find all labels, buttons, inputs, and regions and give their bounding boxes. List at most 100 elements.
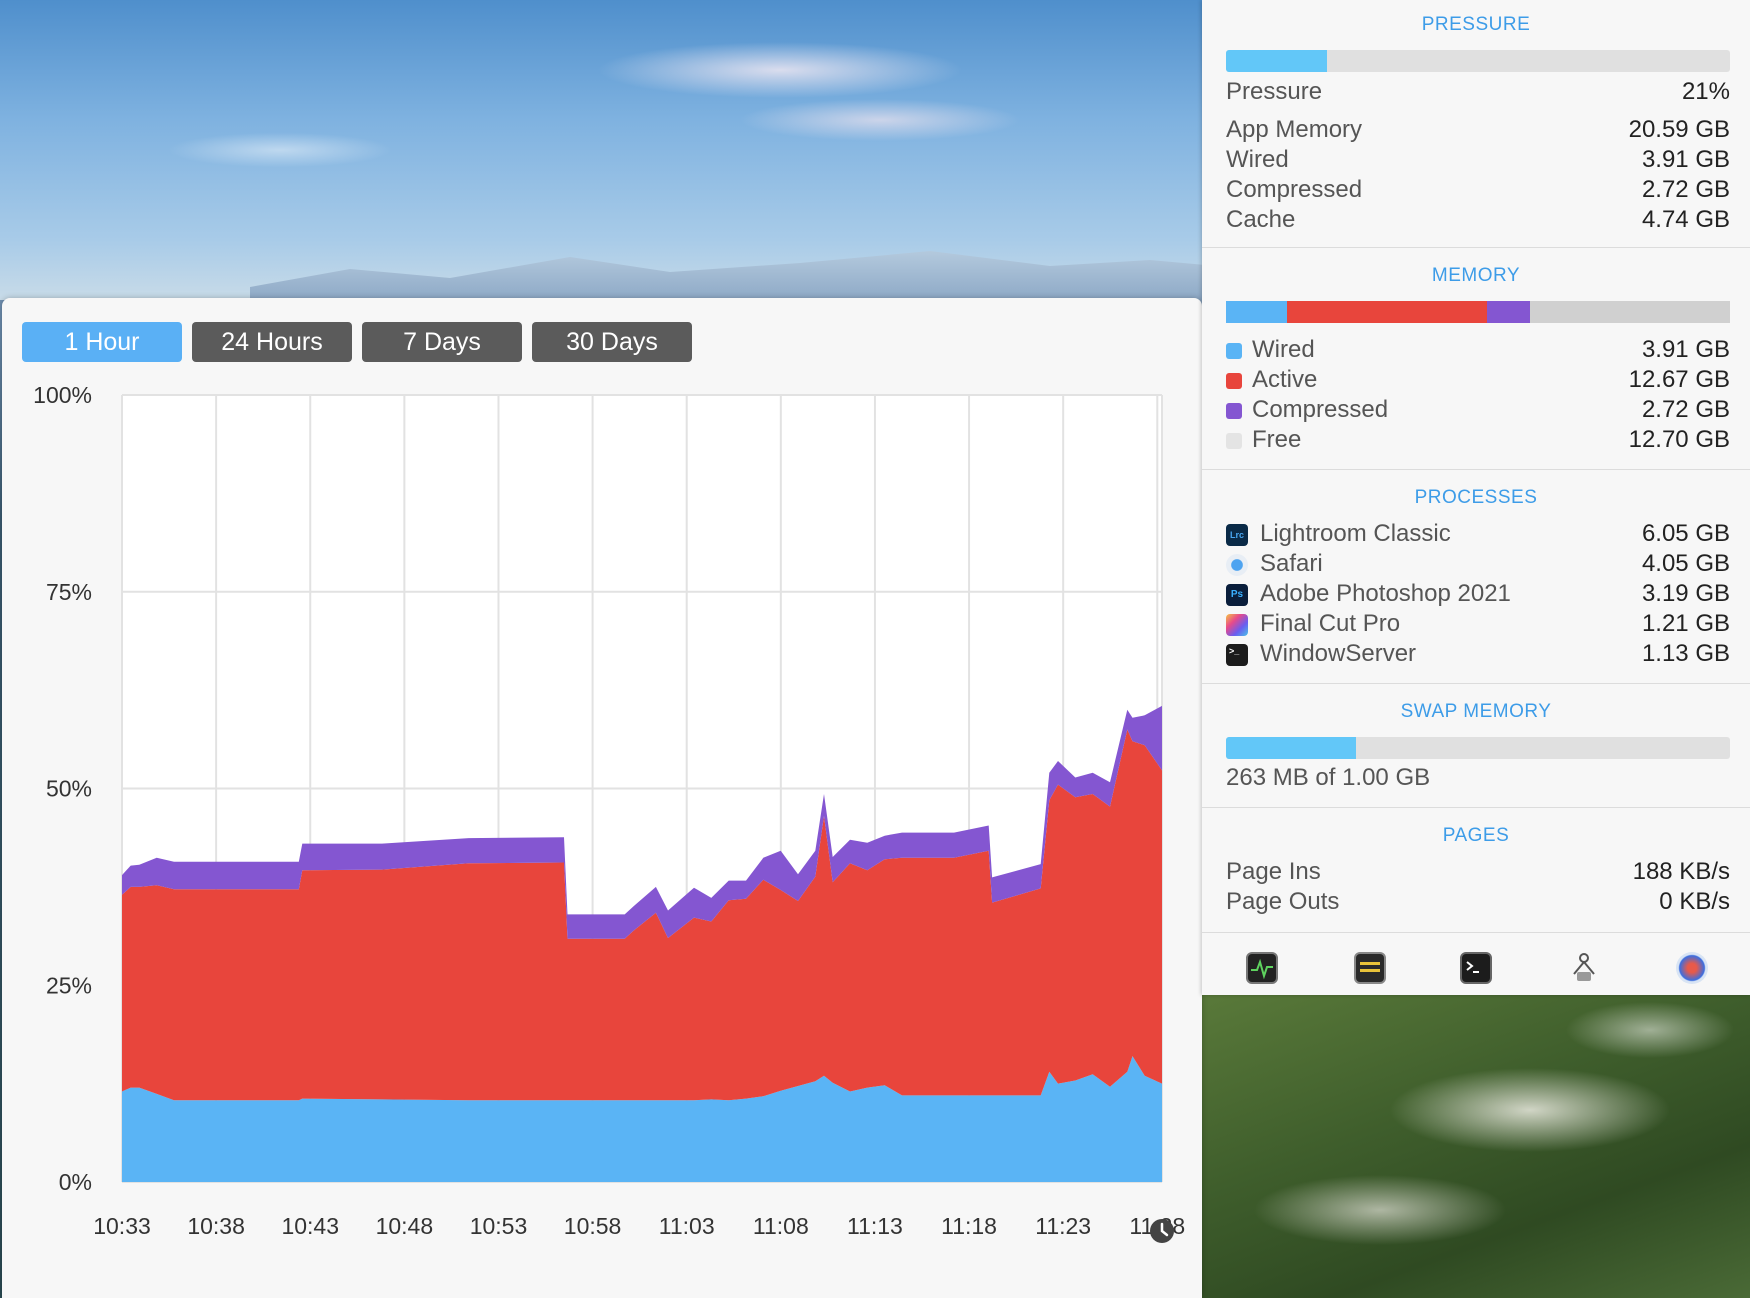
compressed-value: 2.72 GB: [1641, 176, 1730, 203]
wired-row: Wired 3.91 GB: [1226, 146, 1730, 176]
process-name: Adobe Photoshop 2021: [1260, 580, 1511, 607]
x-tick-label: 10:38: [187, 1213, 245, 1239]
memory-active-label: Active: [1252, 366, 1318, 393]
swap-usage-text: 263 MB of 1.00 GB: [1226, 764, 1431, 791]
range-1-hour-button[interactable]: 1 Hour: [22, 322, 182, 362]
x-tick-label: 11:03: [659, 1213, 715, 1239]
desktop-wallpaper-valley: [1200, 990, 1750, 1298]
memory-compressed-value: 2.72 GB: [1641, 396, 1730, 423]
swap-usage-row: 263 MB of 1.00 GB: [1226, 764, 1730, 794]
process-row-safari[interactable]: Safari 4.05 GB: [1226, 550, 1730, 580]
x-tick-label: 10:48: [376, 1213, 434, 1239]
memory-wired-row: Wired 3.91 GB: [1226, 336, 1730, 366]
divider: [1202, 469, 1750, 470]
x-tick-label: 10:43: [281, 1213, 339, 1239]
range-30-days-button[interactable]: 30 Days: [532, 322, 692, 362]
memory-compressed-label: Compressed: [1252, 396, 1389, 423]
pressure-bar: [1226, 50, 1730, 72]
memory-segment-wired: [1226, 301, 1288, 323]
process-row-windowserver[interactable]: >_ WindowServer 1.13 GB: [1226, 640, 1730, 670]
page-ins-row: Page Ins 188 KB/s: [1226, 858, 1730, 888]
process-row-final-cut-pro[interactable]: Final Cut Pro 1.21 GB: [1226, 610, 1730, 640]
pressure-value: 21%: [1681, 78, 1730, 105]
compressed-row: Compressed 2.72 GB: [1226, 176, 1730, 206]
wired-value: 3.91 GB: [1641, 146, 1730, 173]
memory-free-value: 12.70 GB: [1628, 426, 1730, 453]
process-memory: 3.19 GB: [1641, 580, 1730, 607]
memory-segment-active: [1287, 301, 1488, 323]
memory-segment-free: [1529, 301, 1730, 323]
terminal-icon[interactable]: [1460, 952, 1492, 984]
divider: [1202, 683, 1750, 684]
photoshop-icon: Ps: [1226, 584, 1248, 606]
swap-bar: [1226, 737, 1730, 759]
process-row-lightroom[interactable]: Lrc Lightroom Classic 6.05 GB: [1226, 520, 1730, 550]
wired-swatch: [1226, 343, 1242, 359]
range-24-hours-button[interactable]: 24 Hours: [192, 322, 352, 362]
process-name: Safari: [1260, 550, 1323, 577]
swap-section-title: SWAP MEMORY: [1400, 701, 1552, 722]
page-outs-label: Page Outs: [1226, 888, 1340, 915]
memory-segment-compressed: [1487, 301, 1530, 323]
area-series-0: [122, 1056, 1162, 1182]
memory-graph-window: 1 Hour 24 Hours 7 Days 30 Days 10:33 10:3…: [2, 298, 1202, 1298]
app-memory-label: App Memory: [1226, 116, 1363, 143]
system-information-icon[interactable]: [1568, 952, 1600, 984]
activity-monitor-icon[interactable]: [1246, 952, 1278, 984]
y-tick-label: 75%: [46, 579, 92, 605]
pressure-label: Pressure: [1226, 78, 1323, 105]
process-memory: 1.13 GB: [1641, 640, 1730, 667]
process-name: Lightroom Classic: [1260, 520, 1451, 547]
memory-usage-bar: [1226, 301, 1730, 323]
process-memory: 4.05 GB: [1641, 550, 1730, 577]
x-tick-label: 10:58: [564, 1213, 622, 1239]
free-swatch: [1226, 433, 1242, 449]
process-name: Final Cut Pro: [1260, 610, 1401, 637]
memory-free-row: Free 12.70 GB: [1226, 426, 1730, 456]
x-tick-label: 11:23: [1035, 1213, 1091, 1239]
app-memory-row: App Memory 20.59 GB: [1226, 116, 1730, 146]
area-series-1: [122, 729, 1162, 1101]
page-ins-value: 188 KB/s: [1632, 858, 1730, 885]
memory-section-title: MEMORY: [1431, 265, 1521, 286]
range-7-days-button[interactable]: 7 Days: [362, 322, 522, 362]
wired-label: Wired: [1226, 146, 1289, 173]
compressed-label: Compressed: [1226, 176, 1363, 203]
x-tick-label: 10:53: [470, 1213, 528, 1239]
compressed-swatch: [1226, 403, 1242, 419]
swap-bar-fill: [1226, 737, 1356, 759]
cache-value: 4.74 GB: [1641, 206, 1730, 233]
memory-free-label: Free: [1252, 426, 1302, 453]
lightroom-icon: Lrc: [1226, 524, 1248, 546]
active-swatch: [1226, 373, 1242, 389]
memory-wired-value: 3.91 GB: [1641, 336, 1730, 363]
terminal-icon: >_: [1226, 644, 1248, 666]
y-tick-label: 50%: [46, 776, 92, 802]
pressure-bar-fill: [1226, 50, 1327, 72]
process-memory: 6.05 GB: [1641, 520, 1730, 547]
disk-utility-icon[interactable]: [1676, 952, 1708, 984]
processes-section-title: PROCESSES: [1414, 487, 1538, 508]
memory-wired-label: Wired: [1252, 336, 1315, 363]
divider: [1202, 807, 1750, 808]
process-memory: 1.21 GB: [1641, 610, 1730, 637]
y-tick-label: 25%: [46, 972, 92, 998]
page-ins-label: Page Ins: [1226, 858, 1321, 885]
cache-label: Cache: [1226, 206, 1296, 233]
final-cut-pro-icon: [1226, 614, 1248, 636]
process-row-photoshop[interactable]: Ps Adobe Photoshop 2021 3.19 GB: [1226, 580, 1730, 610]
x-tick-label: 10:33: [93, 1213, 151, 1239]
y-tick-label: 0%: [59, 1169, 92, 1195]
memory-active-value: 12.67 GB: [1628, 366, 1730, 393]
clock-icon[interactable]: [1150, 1219, 1174, 1243]
x-tick-label: 11:18: [941, 1213, 997, 1239]
y-tick-label: 100%: [33, 382, 92, 408]
divider: [1202, 247, 1750, 248]
divider: [1202, 932, 1750, 933]
x-tick-label: 11:13: [847, 1213, 903, 1239]
page-outs-value: 0 KB/s: [1659, 888, 1730, 915]
pages-section-title: PAGES: [1442, 825, 1510, 846]
console-icon[interactable]: [1354, 952, 1386, 984]
x-tick-label: 11:08: [753, 1213, 809, 1239]
memory-active-row: Active 12.67 GB: [1226, 366, 1730, 396]
